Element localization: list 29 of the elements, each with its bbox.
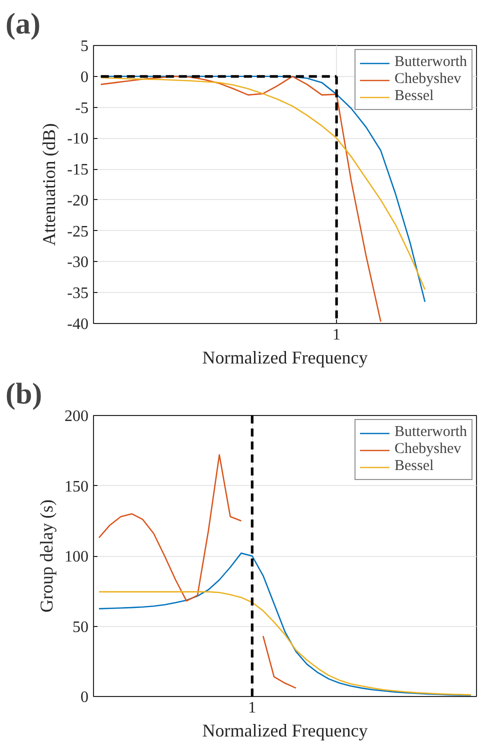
legend-label: Chebyshev	[394, 441, 462, 458]
y-tick-label: 100	[64, 548, 88, 566]
y-tick-label: -40	[67, 316, 88, 333]
y-tick-label: -10	[67, 130, 88, 148]
y-tick-label: -5	[75, 100, 88, 117]
chart-title: (a)	[6, 8, 40, 40]
legend-label: Chebyshev	[394, 71, 462, 88]
y-axis-title: Attenuation (dB)	[39, 123, 60, 246]
x-axis-title: Normalized Frequency	[202, 348, 368, 368]
x-tick-label: 1	[332, 326, 341, 344]
y-tick-label: 0	[80, 68, 88, 86]
y-tick-label: 200	[64, 408, 88, 425]
y-tick-label: -15	[67, 162, 88, 179]
chart-title: (b)	[6, 378, 42, 410]
y-tick-label: -25	[67, 223, 88, 240]
legend-label: Butterworth	[394, 54, 467, 71]
legend-label: Bessel	[394, 458, 434, 475]
y-tick-label: -35	[67, 285, 88, 302]
y-axis-title: Group delay (s)	[36, 500, 56, 612]
x-axis-title: Normalized Frequency	[202, 720, 368, 740]
y-tick-label: -20	[67, 192, 88, 210]
y-tick-label: -30	[67, 254, 88, 272]
y-tick-label: 150	[64, 478, 88, 496]
legend-label: Bessel	[394, 88, 434, 105]
y-tick-label: 0	[80, 689, 88, 706]
y-tick-label: 5	[80, 38, 88, 55]
legend-label: Butterworth	[394, 424, 467, 441]
x-tick-label: 1	[248, 700, 256, 716]
y-tick-label: 50	[72, 618, 88, 636]
